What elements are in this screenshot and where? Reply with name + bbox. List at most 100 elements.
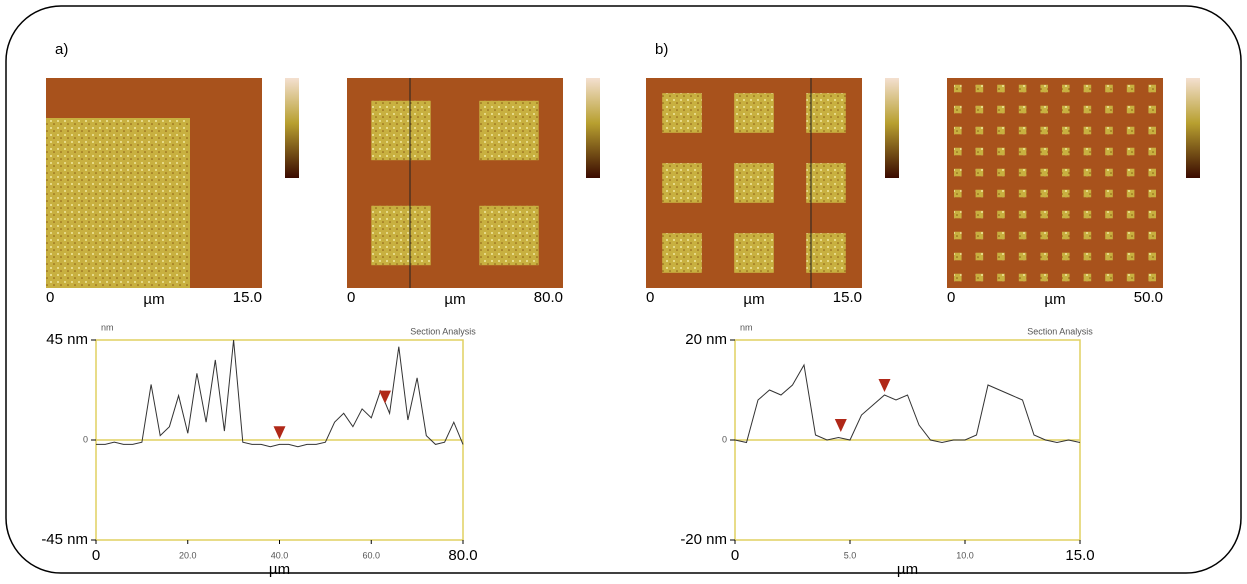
afm-pattern [997, 105, 1005, 114]
afm-pattern [1126, 147, 1135, 156]
afm-pattern [954, 210, 962, 219]
afm-pattern [1148, 126, 1156, 135]
afm-pattern [1083, 189, 1092, 198]
afm-pattern [1105, 147, 1113, 156]
y-tick-label: -20 nm [680, 531, 727, 548]
afm-pattern [954, 168, 962, 177]
x-tick-label: 80.0 [448, 547, 477, 564]
afm-pattern [1105, 189, 1113, 198]
x-tick-label: 10.0 [956, 550, 974, 560]
afm-pattern [1148, 210, 1156, 219]
afm-pattern [997, 147, 1005, 156]
afm-pattern [1148, 168, 1156, 177]
afm-pattern [954, 147, 962, 156]
afm-pattern [1126, 105, 1135, 114]
afm-pattern [1105, 210, 1113, 219]
afm-pattern [975, 105, 984, 114]
afm-pattern [1148, 84, 1156, 93]
afm-pattern [1148, 273, 1156, 282]
afm-pattern [1083, 231, 1092, 240]
section-marker [273, 426, 286, 440]
afm-pattern [1018, 189, 1027, 198]
panel-label: a) [55, 41, 68, 58]
afm-pattern [954, 84, 962, 93]
afm-pattern [806, 93, 846, 133]
afm-pattern [997, 273, 1005, 282]
afm-pattern [1126, 231, 1135, 240]
profile-line [96, 339, 464, 448]
profile-title: Section Analysis [410, 326, 476, 336]
afm-pattern [1040, 210, 1048, 219]
image-axis-label: µm [143, 291, 164, 308]
afm-pattern [1148, 147, 1156, 156]
afm-pattern [371, 205, 431, 266]
afm-pattern [1040, 273, 1048, 282]
x-tick-label: 20.0 [179, 550, 197, 560]
afm-pattern [1083, 84, 1092, 93]
afm-pattern [1018, 273, 1027, 282]
afm-pattern [1018, 252, 1027, 261]
afm-pattern [975, 189, 984, 198]
afm-pattern [1148, 105, 1156, 114]
afm-pattern [1040, 105, 1048, 114]
afm-pattern [1105, 84, 1113, 93]
afm-pattern [954, 189, 962, 198]
afm-pattern [1148, 189, 1156, 198]
panel-label: b) [655, 41, 668, 58]
afm-pattern [1148, 231, 1156, 240]
x-axis-label: µm [897, 561, 918, 578]
afm-pattern [1105, 252, 1113, 261]
afm-pattern [1040, 231, 1048, 240]
x-axis-label: µm [269, 561, 290, 578]
afm-pattern [1083, 273, 1092, 282]
afm-pattern [954, 273, 962, 282]
afm-pattern [997, 168, 1005, 177]
profile-title: Section Analysis [1027, 326, 1093, 336]
y-tick-label: 0 [83, 434, 88, 444]
afm-pattern [1040, 84, 1048, 93]
afm-pattern [734, 93, 774, 133]
afm-pattern [1040, 252, 1048, 261]
afm-pattern [806, 233, 846, 273]
afm-pattern [1040, 126, 1048, 135]
afm-pattern [954, 252, 962, 261]
y-tick-label: 20 nm [685, 331, 727, 348]
afm-pattern [1083, 147, 1092, 156]
section-marker [834, 419, 847, 432]
afm-pattern [734, 233, 774, 273]
afm-pattern [1018, 147, 1027, 156]
x-tick-label: 40.0 [271, 550, 289, 560]
afm-pattern [1062, 231, 1070, 240]
afm-pattern [1062, 126, 1070, 135]
afm-pattern [1083, 126, 1092, 135]
afm-pattern [975, 231, 984, 240]
afm-pattern [954, 105, 962, 114]
afm-pattern [1105, 168, 1113, 177]
afm-pattern [997, 252, 1005, 261]
afm-pattern [997, 126, 1005, 135]
color-bar [885, 78, 899, 178]
profile-line [734, 363, 1081, 444]
afm-pattern [1062, 147, 1070, 156]
image-axis-label: 0 [646, 289, 654, 306]
afm-pattern [1126, 252, 1135, 261]
afm-pattern [371, 100, 431, 161]
afm-pattern [662, 233, 702, 273]
afm-pattern [1126, 168, 1135, 177]
afm-pattern [734, 163, 774, 203]
afm-pattern [975, 210, 984, 219]
afm-pattern [479, 100, 539, 161]
image-axis-label: µm [743, 291, 764, 308]
afm-pattern [1062, 252, 1070, 261]
afm-pattern [1018, 105, 1027, 114]
y-tick-label: -45 nm [41, 531, 88, 548]
afm-pattern [975, 273, 984, 282]
afm-pattern [1018, 231, 1027, 240]
color-bar [285, 78, 299, 178]
afm-pattern [1126, 273, 1135, 282]
afm-pattern [1083, 105, 1092, 114]
x-tick-label: 60.0 [362, 550, 380, 560]
afm-pattern [997, 231, 1005, 240]
afm-pattern [997, 210, 1005, 219]
